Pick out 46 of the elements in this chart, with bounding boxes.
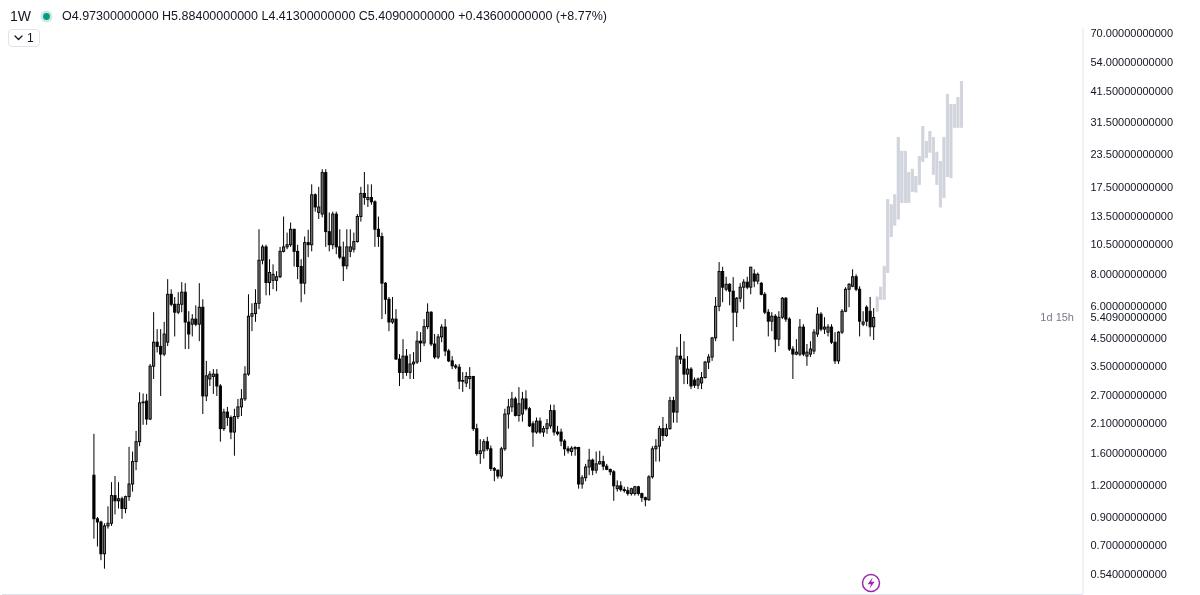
- candlestick: [271, 263, 275, 290]
- y-tick-label: 31.50000000000: [1090, 115, 1174, 128]
- candlestick: [685, 355, 690, 385]
- candlestick: [548, 404, 553, 430]
- chart-title: 1W: [10, 8, 31, 24]
- candlestick: [190, 313, 194, 337]
- candlestick: [116, 481, 121, 510]
- y-tick-label: 8.00000000000: [1090, 267, 1167, 280]
- collapse-button: 1: [8, 29, 40, 47]
- annotation: 1d 15h: [1040, 311, 1074, 324]
- candlestick: [773, 313, 777, 353]
- candlestick: [159, 328, 163, 397]
- candlestick: [868, 296, 872, 337]
- y-tick-label: 10.50000000000: [1090, 237, 1174, 250]
- y-tick-label: 17.50000000000: [1090, 180, 1174, 193]
- y-tick-label: 13.50000000000: [1090, 209, 1174, 222]
- chart-subtitle: O4.97300000000 H5.88400000000 L4.41300000000 C5.40900000000 +0.43600000000 (+8.77%): [62, 9, 607, 23]
- y-tick-label: 41.50000000000: [1090, 84, 1174, 97]
- candlestick: [517, 386, 521, 423]
- y-tick-label: 1.60000000000: [1090, 446, 1167, 459]
- y-tick-label: 0.70000000000: [1090, 538, 1167, 551]
- candlestick: [341, 241, 345, 282]
- candlestick: [872, 307, 876, 341]
- candlestick: [552, 404, 556, 437]
- y-tick-label: 6.00000000000: [1090, 299, 1167, 312]
- y-tick-label: 2.70000000000: [1090, 388, 1167, 401]
- annotation: 1: [27, 31, 34, 45]
- candlestick: [520, 391, 524, 423]
- candlestick: [731, 276, 735, 342]
- y-tick-label: 3.50000000000: [1090, 359, 1167, 372]
- y-tick-label: 0.54000000000: [1090, 567, 1167, 580]
- y-tick-label: 70.00000000000: [1090, 26, 1174, 39]
- candlestick: [408, 353, 412, 380]
- candlestick: [721, 266, 725, 303]
- y-tick-label: 23.50000000000: [1090, 148, 1174, 161]
- y-tick-label: 4.50000000000: [1090, 331, 1167, 344]
- candlestick: [289, 222, 293, 248]
- candlestick: [865, 304, 869, 327]
- candlestick: [404, 348, 409, 377]
- y-tick-label: 54.00000000000: [1090, 55, 1174, 68]
- candlestick: [194, 304, 198, 327]
- y-tick-label: 5.40900000000: [1090, 311, 1167, 324]
- y-tick-label: 0.90000000000: [1090, 510, 1167, 523]
- candlestick: [819, 311, 823, 332]
- y-tick-label: 2.10000000000: [1090, 416, 1167, 429]
- y-tick-label: 1.20000000000: [1090, 478, 1167, 491]
